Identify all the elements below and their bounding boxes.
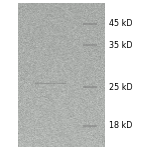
Text: 25 kD: 25 kD (109, 82, 132, 91)
Text: 35 kD: 35 kD (109, 40, 132, 50)
Text: 18 kD: 18 kD (109, 122, 132, 130)
Text: 45 kD: 45 kD (109, 20, 132, 28)
